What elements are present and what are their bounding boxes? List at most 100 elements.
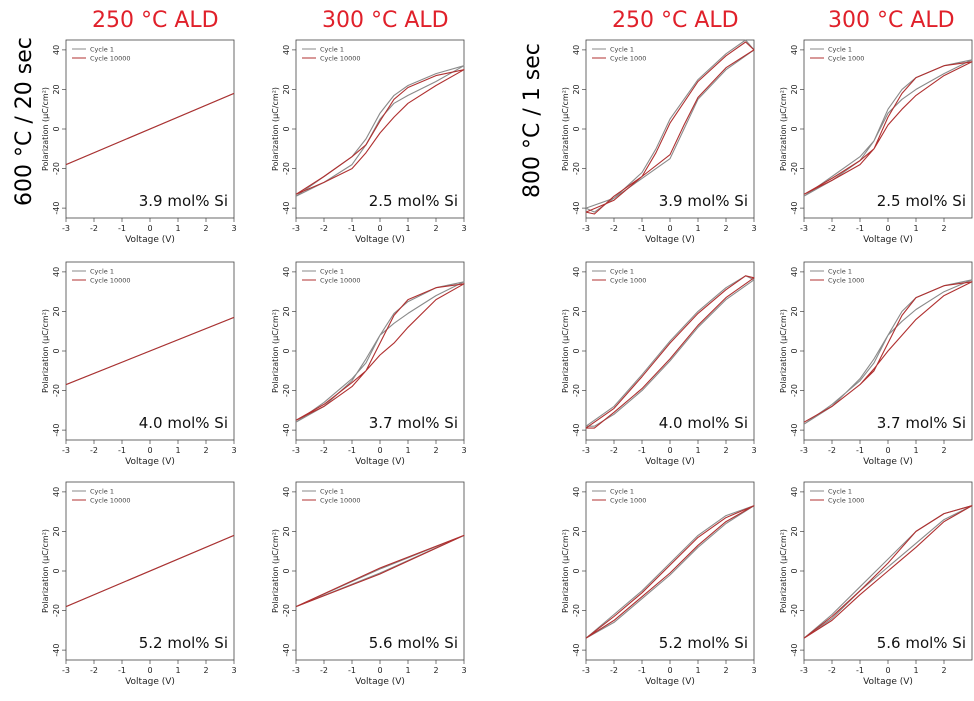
- y-axis-label: Polarization (μC/cm²): [561, 309, 570, 393]
- x-tick-label: -1: [856, 224, 864, 233]
- chart-panel-600C-250ALD-row3: -3 -2 -1 0 1 2 3 -40 -20 0 20 40 Voltage (V) Polariza…: [41, 481, 237, 687]
- legend-label: Cycle 10000: [90, 55, 131, 63]
- x-tick-label: -1: [856, 446, 864, 455]
- y-tick-label: 20: [572, 526, 581, 536]
- composition-annotation: 4.0 mol% Si: [139, 414, 228, 432]
- x-tick-label: 2: [941, 666, 946, 675]
- y-tick-label: 40: [282, 487, 291, 497]
- legend-label: Cycle 1000: [828, 277, 864, 285]
- x-tick-label: -3: [582, 666, 590, 675]
- series-line-cycle-1: [295, 281, 465, 423]
- x-tick-label: 1: [175, 666, 180, 675]
- x-tick-label: 1: [405, 224, 410, 233]
- x-tick-label: 1: [913, 446, 918, 455]
- y-tick-label: 40: [52, 267, 61, 277]
- y-axis-label: Polarization (μC/cm²): [561, 529, 570, 613]
- x-axis-label: Voltage (V): [355, 677, 405, 687]
- column-header-250C-left: 250 °C ALD: [92, 8, 219, 33]
- x-tick-label: -1: [856, 666, 864, 675]
- series-line-cycle-1: [803, 279, 973, 425]
- x-tick-label: 0: [147, 224, 152, 233]
- x-tick-label: -2: [320, 224, 328, 233]
- series-line-cycle-n: [803, 61, 973, 195]
- y-tick-label: -20: [572, 162, 581, 175]
- x-axis-label: Voltage (V): [645, 457, 695, 467]
- y-tick-label: -40: [52, 424, 61, 437]
- chart-panel-800C-250ALD-row1: -3 -2 -1 0 1 2 3 -40 -20 0 20 40 Voltage (V) Polariza…: [561, 39, 757, 245]
- legend-label: Cycle 1: [90, 46, 114, 54]
- legend-label: Cycle 1: [320, 46, 344, 54]
- legend-label: Cycle 10000: [320, 277, 361, 285]
- composition-annotation: 3.7 mol% Si: [877, 414, 966, 432]
- y-tick-label: 0: [790, 126, 799, 131]
- composition-annotation: 2.5 mol% Si: [877, 192, 966, 210]
- y-tick-label: 40: [790, 45, 799, 55]
- legend-label: Cycle 1: [610, 46, 634, 54]
- x-axis-label: Voltage (V): [125, 235, 175, 245]
- legend-label: Cycle 10000: [90, 497, 131, 505]
- x-tick-label: 0: [147, 446, 152, 455]
- y-tick-label: 40: [52, 487, 61, 497]
- x-tick-label: 0: [377, 446, 382, 455]
- y-tick-label: 0: [572, 348, 581, 353]
- y-tick-label: 20: [282, 84, 291, 94]
- x-tick-label: 2: [433, 666, 438, 675]
- x-tick-label: 0: [667, 446, 672, 455]
- legend-label: Cycle 1000: [828, 497, 864, 505]
- x-tick-label: -2: [90, 224, 98, 233]
- y-tick-label: 40: [282, 267, 291, 277]
- y-tick-label: -40: [572, 202, 581, 215]
- x-tick-label: 2: [723, 446, 728, 455]
- x-tick-label: -3: [582, 446, 590, 455]
- y-tick-label: -20: [790, 384, 799, 397]
- y-tick-label: 40: [282, 45, 291, 55]
- legend-label: Cycle 1000: [610, 277, 646, 285]
- x-tick-label: -1: [348, 446, 356, 455]
- y-tick-label: 40: [790, 487, 799, 497]
- composition-annotation: 2.5 mol% Si: [369, 192, 458, 210]
- y-tick-label: 0: [282, 568, 291, 573]
- legend-label: Cycle 1: [610, 488, 634, 496]
- y-tick-label: 0: [572, 568, 581, 573]
- y-tick-label: -20: [790, 162, 799, 175]
- y-tick-label: -40: [282, 424, 291, 437]
- composition-annotation: 3.7 mol% Si: [369, 414, 458, 432]
- chart-panel-600C-300ALD-row3: -3 -2 -1 0 1 2 3 -40 -20 0 20 40 Voltage (V) Polariza…: [271, 481, 467, 687]
- x-tick-label: 1: [405, 446, 410, 455]
- x-tick-label: 2: [433, 224, 438, 233]
- x-tick-label: 2: [723, 224, 728, 233]
- y-tick-label: -20: [52, 604, 61, 617]
- y-axis-label: Polarization (μC/cm²): [271, 309, 280, 393]
- y-axis-label: Polarization (μC/cm²): [271, 87, 280, 171]
- x-tick-label: -3: [62, 666, 70, 675]
- x-tick-label: 2: [941, 446, 946, 455]
- x-axis-label: Voltage (V): [355, 235, 405, 245]
- y-tick-label: 20: [790, 84, 799, 94]
- chart-panel-800C-250ALD-row3: -3 -2 -1 0 1 2 3 -40 -20 0 20 40 Voltage (V) Polariza…: [561, 481, 757, 687]
- chart-panel-800C-300ALD-row2: -3 -2 -1 0 1 2 -40 -20 0 20 40 Voltage (V) Polarizat…: [779, 261, 973, 467]
- column-header-250C-right: 250 °C ALD: [612, 8, 739, 33]
- y-tick-label: -20: [282, 162, 291, 175]
- x-tick-label: -2: [828, 446, 836, 455]
- legend-label: Cycle 1: [828, 46, 852, 54]
- series-line-cycle-n: [585, 505, 755, 639]
- x-tick-label: -1: [118, 446, 126, 455]
- x-tick-label: 0: [667, 666, 672, 675]
- legend-label: Cycle 1: [320, 268, 344, 276]
- y-axis-label: Polarization (μC/cm²): [41, 309, 50, 393]
- x-tick-label: 1: [695, 446, 700, 455]
- y-tick-label: 0: [52, 126, 61, 131]
- x-tick-label: -1: [118, 666, 126, 675]
- y-axis-label: Polarization (μC/cm²): [779, 309, 788, 393]
- series-line-cycle-n: [803, 281, 973, 423]
- x-tick-label: 2: [203, 446, 208, 455]
- y-tick-label: 20: [790, 526, 799, 536]
- legend-label: Cycle 1000: [610, 497, 646, 505]
- x-tick-label: 3: [231, 224, 236, 233]
- series-line-cycle-1: [295, 534, 465, 608]
- y-tick-label: -40: [790, 202, 799, 215]
- series-line-cycle-n: [585, 41, 755, 215]
- x-tick-label: 0: [147, 666, 152, 675]
- x-tick-label: -3: [292, 666, 300, 675]
- x-tick-label: -3: [582, 224, 590, 233]
